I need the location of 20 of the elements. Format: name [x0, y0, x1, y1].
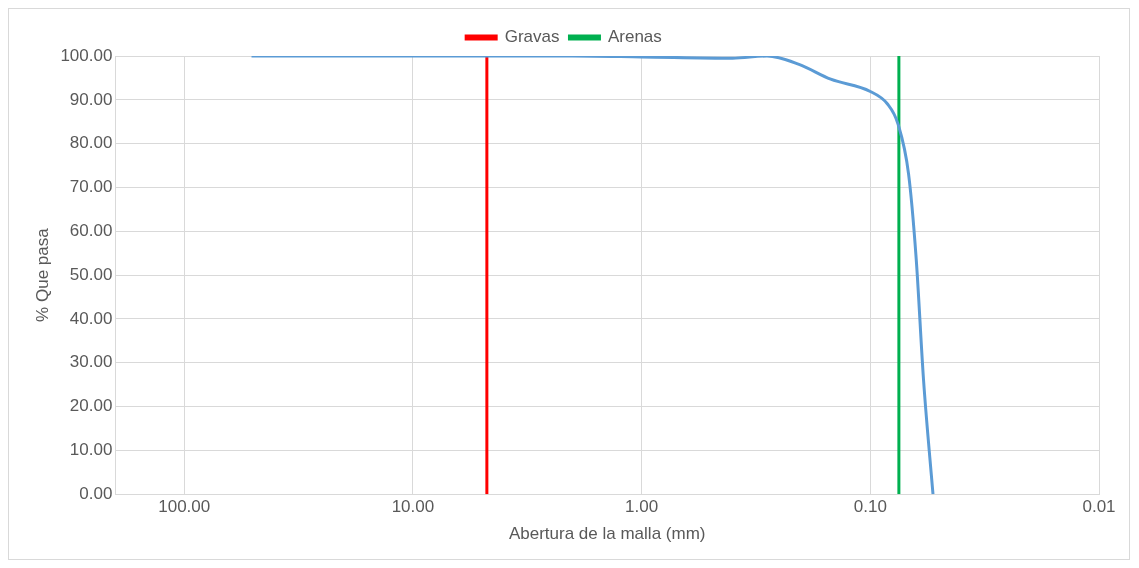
- y-tick-label: 70.00: [69, 177, 113, 197]
- x-axis-title: Abertura de la malla (mm): [508, 524, 706, 544]
- y-tick-label: 20.00: [69, 396, 113, 416]
- y-tick-label: 50.00: [69, 264, 113, 284]
- y-tick-label: 80.00: [69, 133, 113, 153]
- y-tick-label: 0.00: [79, 483, 113, 503]
- legend-label: Arenas: [607, 27, 662, 47]
- y-tick-label: 10.00: [69, 440, 113, 460]
- x-tick-label: 100.00: [158, 497, 211, 517]
- y-tick-label: 100.00: [60, 45, 113, 65]
- x-tick-label: 1.00: [625, 497, 659, 517]
- y-tick-label: 90.00: [69, 89, 113, 109]
- y-tick-label: 30.00: [69, 352, 113, 372]
- legend-label: Gravas: [504, 27, 560, 47]
- x-tick-label: 0.01: [1082, 497, 1116, 517]
- x-tick-label: 0.10: [853, 497, 887, 517]
- y-tick-label: 60.00: [69, 220, 113, 240]
- x-tick-label: 10.00: [391, 497, 435, 517]
- y-tick-label: 40.00: [69, 308, 113, 328]
- y-axis-title: % Que pasa: [32, 227, 52, 322]
